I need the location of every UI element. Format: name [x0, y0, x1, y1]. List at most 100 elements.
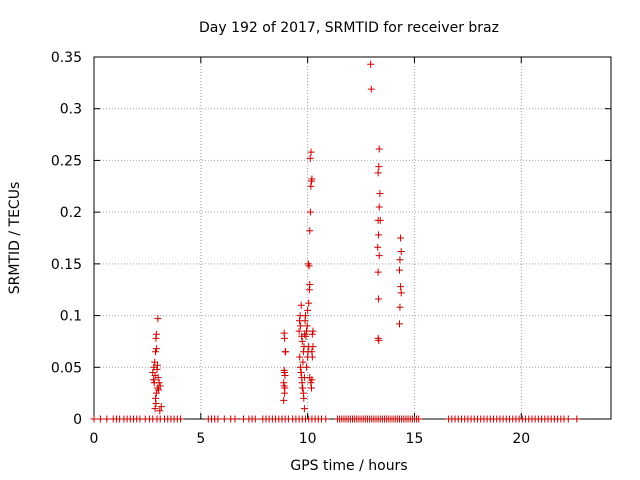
data-point — [376, 216, 384, 224]
data-point — [303, 327, 311, 335]
data-point — [302, 312, 309, 320]
data-point — [295, 327, 303, 335]
data-point — [155, 386, 163, 394]
data-point — [396, 256, 404, 264]
data-point-zero — [177, 415, 185, 423]
y-tick-label: 0.25 — [51, 153, 82, 169]
data-point-zero — [90, 415, 98, 423]
data-point-zero — [231, 415, 239, 423]
data-point — [306, 154, 314, 162]
axis-ticks: 0 0.05 0.1 0.15 0.2 0.25 0.3 0.35 0 5 10 15 20 — [51, 50, 611, 447]
data-point — [397, 247, 405, 255]
data-point — [297, 301, 305, 309]
data-point-zero — [573, 415, 581, 423]
data-point-zero — [564, 415, 572, 423]
y-tick-label: 0.15 — [51, 257, 82, 273]
data-point-zero — [96, 415, 104, 423]
data-point — [152, 348, 160, 356]
y-tick-label: 0.05 — [51, 360, 82, 376]
data-point — [149, 376, 157, 384]
data-point — [303, 322, 311, 330]
plot-frame — [93, 56, 612, 420]
data-point — [305, 262, 313, 270]
data-point — [307, 148, 315, 156]
data-point — [367, 85, 375, 93]
data-point — [374, 243, 382, 251]
data-point — [397, 234, 405, 242]
y-tick-label: 0.3 — [60, 102, 82, 118]
data-point — [300, 405, 308, 413]
data-point-zero — [214, 415, 222, 423]
data-point — [306, 227, 314, 235]
data-point-zero — [415, 415, 423, 423]
data-point — [308, 376, 316, 384]
data-point — [300, 374, 308, 382]
data-point — [375, 163, 383, 171]
chart-title: Day 192 of 2017, SRMTID for receiver bra… — [199, 20, 499, 36]
data-point — [307, 384, 315, 392]
data-point-zero — [251, 415, 259, 423]
data-point — [306, 281, 314, 289]
x-tick-label: 20 — [512, 431, 530, 447]
data-point — [307, 379, 315, 387]
data-point — [376, 190, 384, 198]
grid-lines — [94, 57, 611, 419]
data-point — [375, 295, 383, 303]
data-point — [281, 334, 289, 342]
data-point — [306, 208, 314, 216]
data-point-zero — [322, 415, 330, 423]
data-point — [302, 332, 310, 340]
data-point — [281, 389, 289, 397]
data-point — [300, 394, 308, 402]
data-point — [282, 348, 290, 356]
data-point — [309, 327, 317, 335]
data-point — [308, 353, 316, 361]
data-point — [307, 182, 315, 190]
data-point — [309, 343, 317, 351]
data-point — [397, 289, 405, 297]
x-tick-label: 10 — [299, 431, 317, 447]
data-point — [154, 374, 162, 382]
data-point — [297, 322, 305, 330]
data-point — [156, 382, 164, 390]
data-point — [303, 363, 311, 371]
data-point — [308, 175, 316, 183]
data-point — [153, 361, 161, 369]
data-point — [296, 353, 304, 361]
data-point — [396, 266, 403, 274]
x-tick-label: 15 — [406, 431, 424, 447]
data-point — [375, 231, 383, 239]
data-point — [299, 358, 307, 366]
data-point — [281, 372, 289, 380]
x-tick-label: 0 — [90, 431, 99, 447]
data-point — [374, 268, 382, 276]
data-point — [280, 396, 288, 404]
data-point — [298, 337, 306, 345]
data-point — [375, 336, 383, 344]
data-point — [154, 315, 162, 323]
data-point — [375, 203, 383, 211]
data-point-zero — [103, 415, 111, 423]
data-point — [396, 303, 404, 311]
data-point — [297, 368, 305, 376]
data-point — [151, 405, 159, 413]
data-point — [374, 169, 382, 177]
data-point-zero — [220, 415, 228, 423]
data-point — [375, 252, 383, 260]
y-tick-label: 0 — [73, 412, 82, 428]
data-points — [90, 60, 581, 423]
x-tick-label: 5 — [196, 431, 205, 447]
data-point — [308, 330, 316, 338]
data-point — [397, 283, 405, 291]
data-point — [304, 306, 312, 314]
data-point — [152, 399, 160, 407]
x-axis-label: GPS time / hours — [290, 458, 407, 474]
y-tick-label: 0.35 — [51, 50, 82, 66]
data-point — [375, 145, 383, 153]
data-point — [305, 299, 313, 307]
data-point — [298, 384, 306, 392]
y-tick-label: 0.1 — [60, 309, 82, 325]
data-point — [156, 407, 164, 415]
data-point — [153, 345, 161, 353]
